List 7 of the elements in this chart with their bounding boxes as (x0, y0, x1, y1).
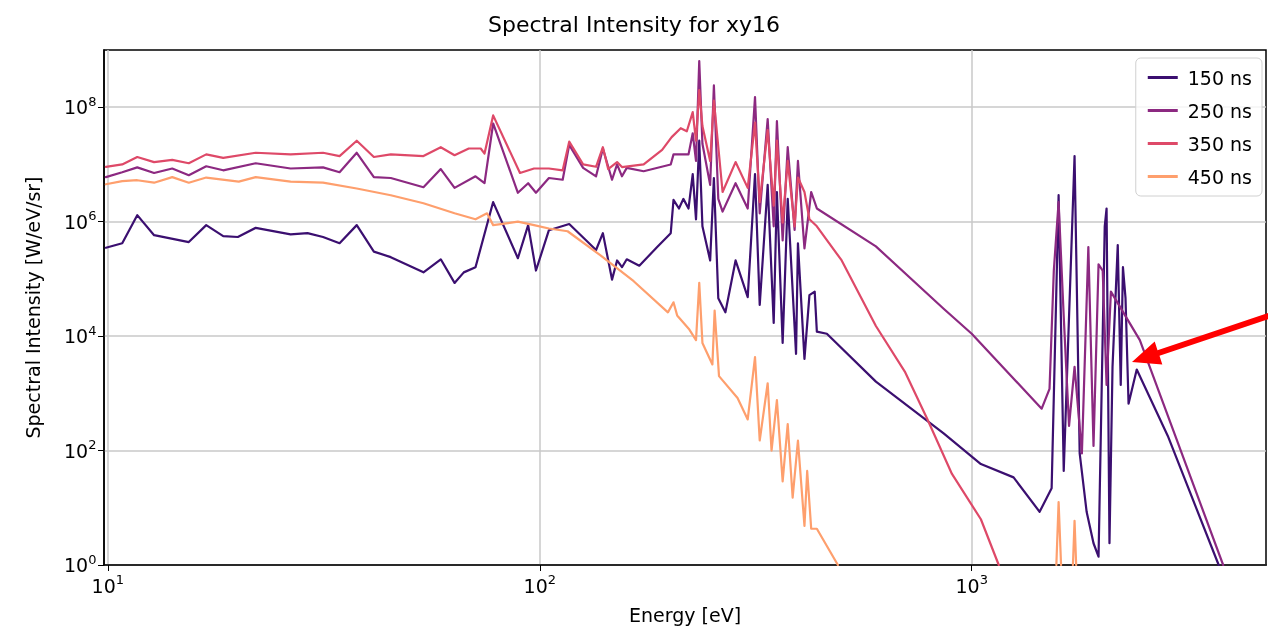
legend-label: 350 ns (1187, 132, 1252, 155)
y-axis-title: Spectral Intensity [W/eV/sr] (21, 176, 44, 439)
legend-label: 250 ns (1187, 99, 1252, 122)
legend-label: 450 ns (1187, 165, 1252, 188)
x-axis-title: Energy [eV] (628, 603, 742, 626)
chart-title: Spectral Intensity for xy16 (488, 11, 780, 37)
legend-label: 150 ns (1187, 66, 1252, 89)
